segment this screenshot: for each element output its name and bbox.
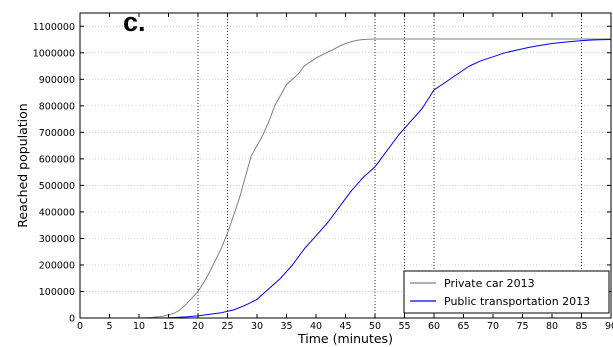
x-tick-label: 70 <box>487 321 499 332</box>
x-tick-label: 75 <box>516 321 528 332</box>
x-tick-label: 20 <box>192 321 204 332</box>
y-axis-ticks: 0 100000 200000 300000 400000 500000 600000 700… <box>33 22 611 325</box>
y-tick-label: 100000 <box>39 287 75 298</box>
y-tick-label: 900000 <box>39 75 75 86</box>
y-tick-label: 1000000 <box>33 48 75 59</box>
series-lines <box>80 38 612 319</box>
y-tick-label: 300000 <box>39 234 75 245</box>
x-tick-label: 35 <box>280 321 292 332</box>
x-tick-label: 10 <box>133 321 145 332</box>
legend-label-private-car: Private car 2013 <box>444 277 535 290</box>
series-line-public-transportation <box>80 39 612 319</box>
y-tick-label: 600000 <box>39 154 75 165</box>
gridlines <box>80 25 611 292</box>
x-tick-label: 25 <box>221 321 233 332</box>
x-tick-label: 50 <box>369 321 381 332</box>
x-tick-label: 55 <box>398 321 410 332</box>
x-tick-label: 30 <box>251 321 263 332</box>
legend-box <box>403 270 610 314</box>
x-tick-label: 5 <box>106 321 112 332</box>
y-tick-label: 400000 <box>39 207 75 218</box>
x-tick-label: 40 <box>310 321 322 332</box>
x-axis-title: Time (minutes) <box>297 331 393 346</box>
y-tick-label: 1100000 <box>33 22 75 33</box>
y-tick-label: 0 <box>69 314 75 325</box>
y-axis-title: Reached population <box>15 103 30 227</box>
x-tick-label: 90 <box>605 321 613 332</box>
x-tick-label: 85 <box>575 321 587 332</box>
x-tick-label: 60 <box>428 321 440 332</box>
x-axis-ticks: 0 5 10 15 20 25 30 35 40 45 50 55 60 65 70 75 80 85 90 <box>77 13 613 332</box>
panel-label: c. <box>123 7 146 37</box>
series-line-private-car <box>80 38 611 319</box>
y-tick-label: 800000 <box>39 101 75 112</box>
legend-label-public-transportation: Public transportation 2013 <box>444 295 590 308</box>
x-tick-label: 80 <box>546 321 558 332</box>
x-tick-label: 15 <box>162 321 174 332</box>
y-tick-label: 500000 <box>39 181 75 192</box>
x-tick-label: 0 <box>77 321 83 332</box>
x-tick-label: 65 <box>457 321 469 332</box>
legend: Private car 2013 Public transportation 2… <box>403 270 610 314</box>
y-tick-label: 200000 <box>39 260 75 271</box>
y-tick-label: 700000 <box>39 128 75 139</box>
x-tick-label: 45 <box>339 321 351 332</box>
